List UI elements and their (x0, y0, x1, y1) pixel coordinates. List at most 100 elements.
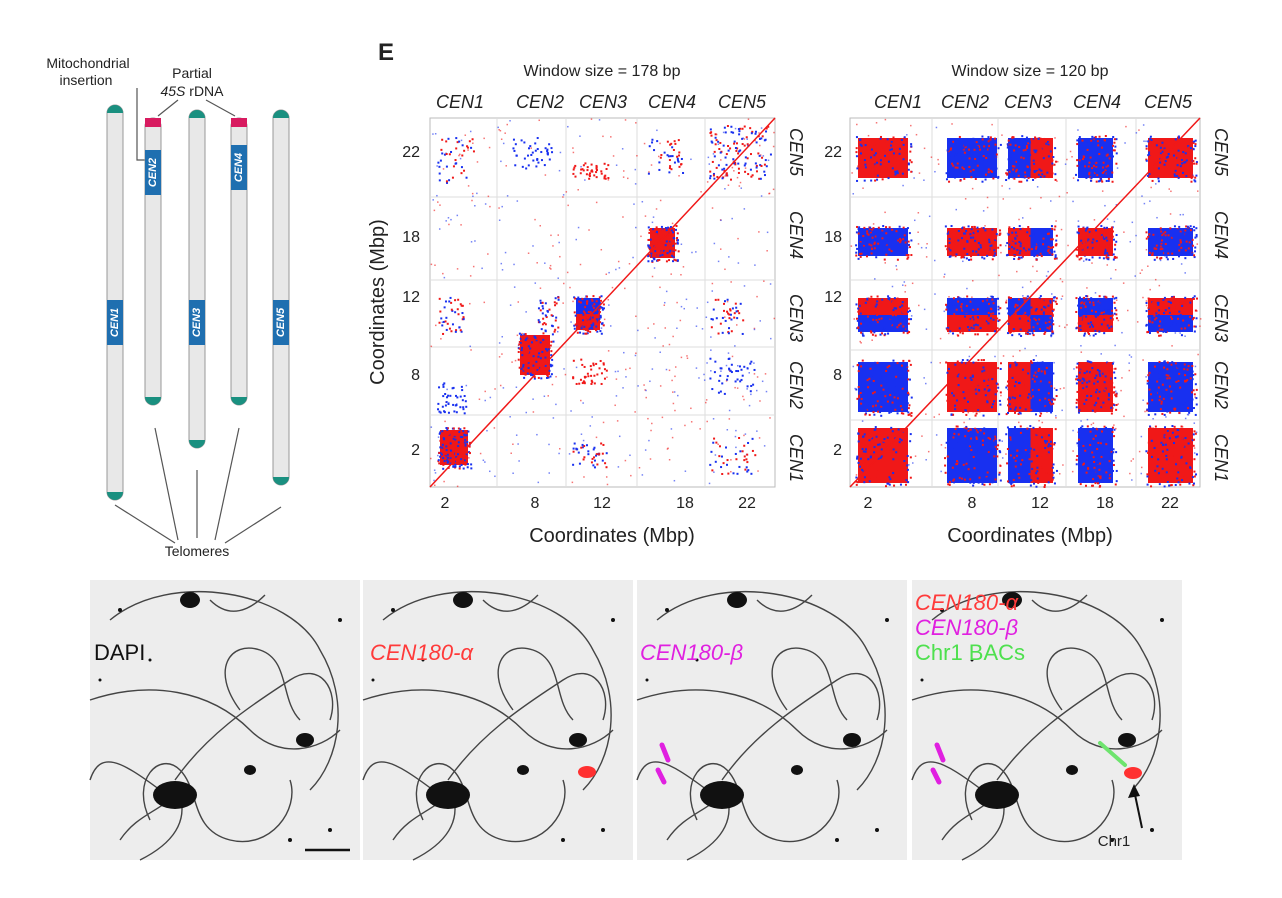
dot (1159, 334, 1162, 337)
dot (869, 320, 872, 323)
dot (713, 177, 716, 180)
dot (988, 145, 991, 148)
dot (903, 397, 906, 400)
dot (947, 326, 950, 329)
dot (1055, 257, 1058, 260)
dot (887, 308, 890, 311)
dot (532, 355, 535, 358)
dot (909, 433, 912, 436)
dot (443, 411, 446, 414)
dot (1154, 253, 1157, 256)
dot (895, 375, 898, 378)
dot (902, 284, 904, 286)
dot (1145, 145, 1148, 148)
dot (1195, 233, 1198, 236)
dot (972, 484, 975, 487)
dot (1001, 134, 1003, 136)
dot (1036, 186, 1039, 188)
dot (893, 301, 896, 304)
dot (664, 244, 667, 247)
dot (1086, 242, 1089, 245)
dot (711, 388, 714, 391)
dot (585, 332, 588, 335)
dot (1012, 318, 1015, 321)
dot (861, 166, 864, 169)
dot (894, 314, 897, 317)
dot (1079, 426, 1082, 429)
dot (867, 297, 870, 300)
dot (990, 152, 993, 155)
dot (1114, 145, 1117, 148)
dot (672, 237, 675, 240)
dot (1155, 324, 1158, 327)
dot (709, 177, 712, 180)
dot (1027, 142, 1030, 145)
dot (1036, 477, 1039, 480)
dot (1014, 303, 1017, 306)
dot (1165, 416, 1167, 418)
dot (1043, 332, 1046, 335)
dot (690, 421, 693, 423)
dot (739, 149, 742, 152)
dot (1178, 225, 1181, 228)
dot (863, 476, 866, 479)
dot (956, 360, 959, 363)
dot (990, 241, 993, 244)
dot (926, 243, 928, 245)
dot (1195, 297, 1198, 300)
dot (641, 474, 644, 476)
dot (474, 240, 476, 242)
dot (1069, 150, 1072, 153)
dot (1026, 333, 1029, 336)
dot (1026, 179, 1029, 182)
dot (584, 306, 587, 309)
dot (1088, 360, 1091, 363)
dot (753, 327, 756, 330)
dot (532, 398, 534, 400)
dot (1174, 332, 1177, 334)
dot (438, 410, 441, 413)
dot (999, 403, 1002, 406)
dot (1055, 243, 1058, 246)
dot (1151, 321, 1154, 324)
dot (754, 162, 757, 165)
dot (1097, 180, 1100, 183)
dot (1143, 140, 1145, 142)
dot (515, 434, 518, 436)
dot (574, 164, 577, 167)
dot (1103, 295, 1106, 298)
dot (1040, 308, 1043, 311)
dot (453, 435, 456, 438)
dot (993, 455, 996, 458)
dot (1161, 141, 1164, 144)
dot (705, 401, 707, 404)
dot (1083, 163, 1086, 166)
dot (1081, 139, 1084, 142)
dot (509, 120, 511, 122)
dot (859, 249, 862, 252)
dot (735, 429, 737, 432)
dot (1162, 298, 1165, 301)
dot (908, 243, 911, 246)
dot (981, 138, 984, 141)
dot (1157, 173, 1160, 176)
dot (547, 395, 549, 397)
dot (712, 418, 715, 420)
dot (659, 199, 662, 202)
dot (1028, 326, 1031, 329)
dot (1195, 174, 1198, 177)
dot (1022, 167, 1025, 170)
dot (554, 304, 557, 307)
dot (1152, 329, 1155, 332)
dot (969, 478, 972, 481)
dot (969, 300, 972, 303)
dot (1171, 317, 1174, 320)
dot (996, 383, 999, 386)
dot (537, 307, 540, 310)
dot (1148, 251, 1151, 254)
dot (763, 174, 766, 177)
dot (746, 157, 749, 160)
dot (909, 150, 912, 153)
dot (653, 149, 656, 152)
dot (1103, 372, 1106, 375)
